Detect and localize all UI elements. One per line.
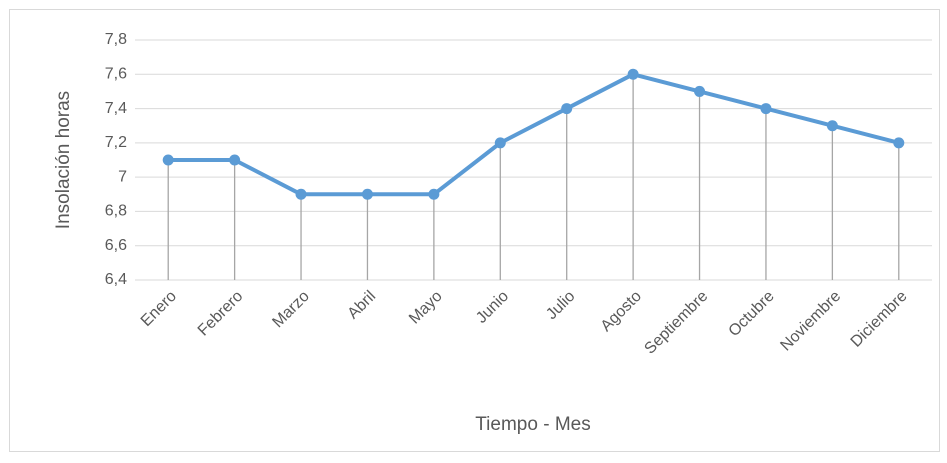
series-line xyxy=(168,72,900,197)
x-axis-label: Tiempo - Mes xyxy=(475,414,590,435)
y-tick-label: 6,4 xyxy=(105,271,127,288)
y-tick-label: 7,6 xyxy=(105,66,127,83)
point xyxy=(162,154,174,166)
point xyxy=(694,85,706,97)
point xyxy=(295,188,307,200)
y-axis-label: Insolación horas xyxy=(53,91,74,229)
point xyxy=(826,120,838,132)
point xyxy=(893,137,905,149)
point xyxy=(760,103,772,115)
y-tick-label: 6,6 xyxy=(105,237,127,254)
point xyxy=(627,68,639,80)
point xyxy=(494,137,506,149)
y-tick-label: 7,4 xyxy=(105,100,127,117)
y-tick-label: 6,8 xyxy=(105,203,127,220)
y-tick-label: 7,8 xyxy=(105,31,127,48)
y-tick-label: 7,2 xyxy=(105,134,127,151)
point xyxy=(561,103,573,115)
chart-border xyxy=(9,9,940,452)
point xyxy=(428,188,440,200)
point xyxy=(229,154,241,166)
point xyxy=(361,188,373,200)
y-tick-label: 7 xyxy=(118,168,127,185)
